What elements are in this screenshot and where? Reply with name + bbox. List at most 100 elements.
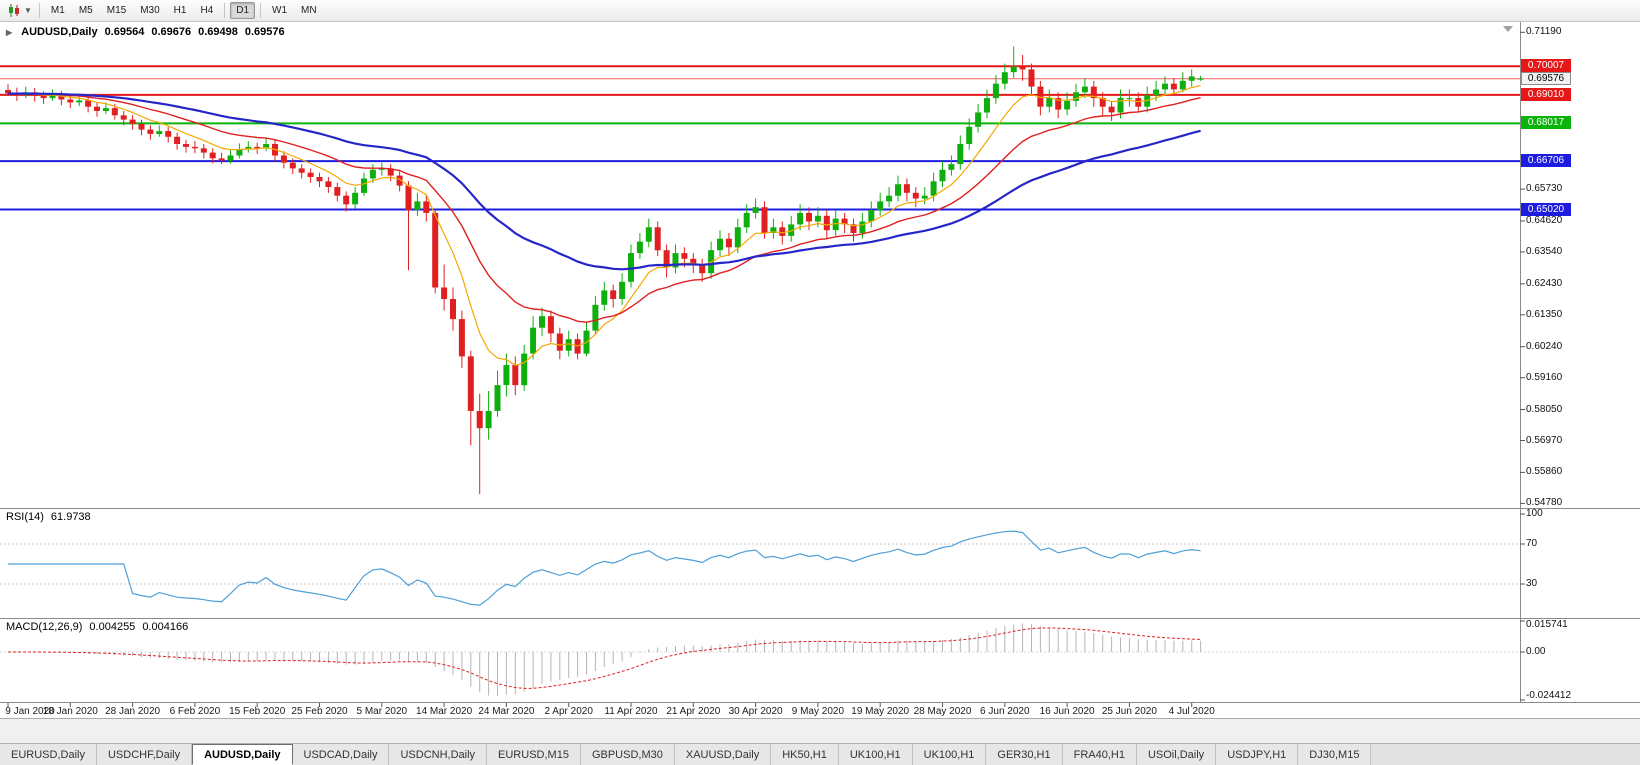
macd-axis-label: 0.00	[1526, 646, 1546, 657]
price-tag-0.69010: 0.69010	[1521, 87, 1571, 101]
chart-tab-usoil-daily[interactable]: USOil,Daily	[1136, 744, 1217, 765]
chart-tab-eurusd-daily[interactable]: EURUSD,Daily	[0, 744, 97, 765]
rsi-axis-label: 30	[1526, 578, 1538, 589]
price-axis-label: 0.60240	[1526, 340, 1563, 352]
timeframe-buttons: M1 M5 M15 M30 H1 H4 D1 W1 MN	[44, 2, 324, 19]
chart-symbol-label: AUDUSD,Daily	[21, 26, 98, 38]
date-axis-label: 28 Jan 2020	[105, 706, 161, 717]
price-axis-label: 0.54780	[1526, 497, 1563, 509]
price-axis-label: 0.64620	[1526, 214, 1563, 226]
toolbar-separator	[260, 3, 262, 18]
chart-tab-eurusd-m15[interactable]: EURUSD,M15	[487, 744, 581, 765]
macd-pane-label: MACD(12,26,9) 0.004255 0.004166	[6, 621, 188, 633]
chart-tab-hk50-h1[interactable]: HK50,H1	[771, 744, 839, 765]
timeframe-button-h1[interactable]: H1	[173, 5, 187, 16]
chart-tab-dj30-m15[interactable]: DJ30,M15	[1298, 744, 1372, 765]
date-axis-label: 4 Jul 2020	[1168, 706, 1215, 717]
chevron-down-icon[interactable]: ▼	[24, 6, 32, 15]
price-tag-0.66706: 0.66706	[1521, 154, 1571, 168]
price-axis-label: 0.63540	[1526, 245, 1563, 257]
date-axis-label: 24 Mar 2020	[478, 706, 535, 717]
price-axis-label: 0.59160	[1526, 371, 1563, 383]
macd-label: MACD(12,26,9)	[6, 621, 83, 633]
date-axis-label: 25 Feb 2020	[291, 706, 348, 717]
rsi-axis-label: 70	[1526, 538, 1538, 549]
date-axis-label: 28 May 2020	[913, 706, 972, 717]
timeframe-button-w1[interactable]: W1	[272, 5, 288, 16]
date-axis-label: 11 Apr 2020	[604, 706, 658, 717]
chart-open-value: 0.69564	[104, 26, 145, 38]
date-axis-label: 6 Jun 2020	[980, 706, 1030, 717]
chart-tab-usdjpy-h1[interactable]: USDJPY,H1	[1216, 744, 1299, 765]
price-axis-label: 0.56970	[1526, 434, 1563, 446]
chart-shift-marker[interactable]	[1503, 26, 1513, 32]
date-axis-label: 18 Jan 2020	[42, 706, 98, 717]
date-axis-label: 16 Jun 2020	[1039, 706, 1095, 717]
timeframe-button-h4[interactable]: H4	[200, 5, 214, 16]
rsi-pane-label: RSI(14) 61.9738	[6, 511, 91, 523]
macd-signal-value: 0.004166	[142, 621, 189, 633]
timeframe-button-m30[interactable]: M30	[140, 5, 160, 16]
timeframe-button-m15[interactable]: M15	[106, 5, 127, 16]
chart-window[interactable]: ▶ AUDUSD,Daily 0.69564 0.69676 0.69498 0…	[0, 22, 1640, 718]
price-tag-0.68017: 0.68017	[1521, 116, 1571, 130]
candlestick-glyph	[8, 4, 19, 17]
medium-ma-line	[7, 92, 1201, 323]
chart-high-value: 0.69676	[151, 26, 192, 38]
chart-close-value: 0.69576	[244, 26, 285, 38]
candlestick-chart-icon[interactable]	[4, 2, 24, 20]
fast-ma-line	[7, 85, 1201, 366]
date-axis-label: 6 Feb 2020	[169, 706, 221, 717]
macd-signal-line	[8, 627, 1201, 689]
rsi-value: 61.9738	[50, 511, 91, 523]
chart-tab-uk100-h1[interactable]: UK100,H1	[838, 744, 913, 765]
rsi-line	[8, 530, 1201, 606]
chart-tab-audusd-daily[interactable]: AUDUSD,Daily	[192, 744, 293, 765]
date-axis-label: 25 Jun 2020	[1101, 706, 1157, 717]
slow-ma-line	[7, 92, 1201, 271]
price-axis-label: 0.61350	[1526, 308, 1563, 320]
price-axis-label: 0.58050	[1526, 403, 1563, 415]
price-tag-0.69576: 0.69576	[1521, 71, 1571, 85]
macd-axis-label: 0.015741	[1526, 619, 1568, 630]
chart-tab-usdcnh-daily[interactable]: USDCNH,Daily	[389, 744, 488, 765]
rsi-axis-label: 100	[1526, 508, 1543, 519]
chart-low-value: 0.69498	[198, 26, 238, 38]
date-axis-label: 9 May 2020	[791, 706, 845, 717]
date-axis-label: 2 Apr 2020	[544, 706, 593, 717]
price-axis-label: 0.71190	[1526, 26, 1562, 38]
date-axis-label: 30 Apr 2020	[728, 706, 783, 717]
toolbar-separator	[224, 3, 226, 18]
chart-ohlc-label: ▶ AUDUSD,Daily 0.69564 0.69676 0.69498 0…	[6, 26, 285, 38]
timeframe-button-m5[interactable]: M5	[78, 5, 93, 16]
status-strip	[0, 718, 1640, 743]
timeframe-toolbar: ▼ M1 M5 M15 M30 H1 H4 D1 W1 MN	[0, 0, 1640, 22]
macd-axis-label: -0.024412	[1526, 690, 1572, 701]
one-click-trading-button[interactable]: ▶	[6, 27, 13, 37]
chart-tab-uk100-h1[interactable]: UK100,H1	[912, 744, 987, 765]
price-axis-label: 0.62430	[1526, 277, 1563, 289]
chart-tab-fra40-h1[interactable]: FRA40,H1	[1062, 744, 1137, 765]
chart-canvas[interactable]	[0, 22, 1640, 718]
chart-tab-gbpusd-m30[interactable]: GBPUSD,M30	[580, 744, 675, 765]
date-axis-label: 15 Feb 2020	[229, 706, 286, 717]
chart-tabbar: EURUSD,Daily USDCHF,Daily AUDUSD,Daily USDC…	[0, 743, 1640, 765]
timeframe-button-d1[interactable]: D1	[230, 2, 256, 19]
chart-tab-usdchf-daily[interactable]: USDCHF,Daily	[96, 744, 193, 765]
price-axis-label: 0.55860	[1526, 466, 1563, 478]
date-axis-label: 5 Mar 2020	[356, 706, 408, 717]
timeframe-button-m1[interactable]: M1	[50, 5, 65, 16]
rsi-label: RSI(14)	[6, 511, 44, 523]
chart-tab-usdcad-daily[interactable]: USDCAD,Daily	[292, 744, 390, 765]
price-tag-0.65020: 0.65020	[1521, 202, 1571, 216]
date-axis-label: 9 Jan 2020	[5, 706, 55, 717]
chart-tab-ger30-h1[interactable]: GER30,H1	[986, 744, 1063, 765]
chart-tab-xauusd-daily[interactable]: XAUUSD,Daily	[674, 744, 772, 765]
price-axis-label: 0.65730	[1526, 183, 1563, 195]
date-axis-label: 21 Apr 2020	[666, 706, 721, 717]
macd-main-value: 0.004255	[89, 621, 136, 633]
date-axis-label: 19 May 2020	[851, 706, 910, 717]
toolbar-separator	[38, 3, 40, 18]
timeframe-button-mn[interactable]: MN	[301, 5, 317, 16]
